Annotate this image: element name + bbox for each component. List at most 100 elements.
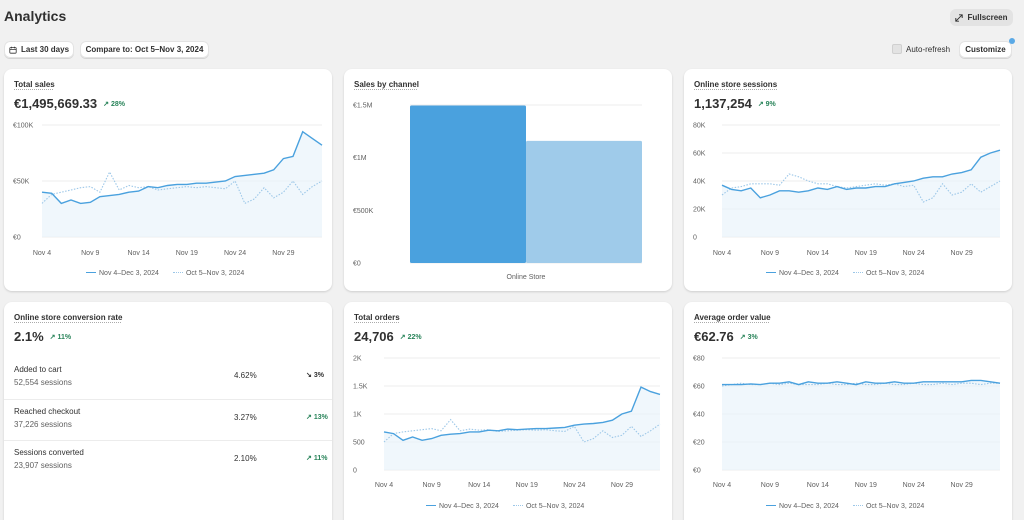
expand-icon: [955, 13, 964, 22]
y-tick-label: €40: [693, 412, 705, 419]
customize-button[interactable]: Customize: [959, 41, 1012, 58]
top-bar: Analytics Fullscreen: [0, 0, 1024, 36]
page-title: Analytics: [4, 8, 67, 24]
y-tick-label: €100K: [13, 123, 34, 130]
y-tick-label: 40K: [693, 179, 706, 186]
x-tick-label: Online Store: [507, 274, 546, 281]
x-tick-label: Nov 4: [33, 250, 51, 257]
legend-current: Nov 4–Dec 3, 2024: [779, 270, 839, 277]
date-range-button[interactable]: Last 30 days: [4, 41, 74, 58]
metric-value: 1,137,254 ↗ 9%: [694, 96, 776, 111]
total-sales-chart: €0 €50K €100K Nov 4 Nov 9 Nov 14 Nov 19 Nov 24 N…: [13, 123, 323, 257]
bar-current: [410, 105, 526, 263]
card-title: Total sales: [14, 80, 55, 89]
compare-button[interactable]: Compare to: Oct 5–Nov 3, 2024: [80, 41, 209, 58]
auto-refresh-label: Auto-refresh: [906, 44, 951, 54]
y-tick-label: 80K: [693, 123, 706, 130]
y-tick-label: 2K: [353, 356, 362, 363]
card-title: Average order value: [694, 313, 771, 322]
auto-refresh-checkbox[interactable]: [892, 44, 902, 54]
y-tick-label: 0: [693, 235, 697, 242]
legend-previous: Oct 5–Nov 3, 2024: [185, 270, 245, 277]
x-tick-label: Nov 9: [761, 250, 779, 257]
average-order-value-chart: €0 €20 €40 €60 €80 Nov 4 Nov 9 Nov 14 Nov 19 Nov …: [693, 356, 1001, 489]
x-tick-label: Nov 14: [127, 250, 149, 257]
calendar-icon: [9, 46, 17, 54]
series-line-current: [41, 130, 323, 205]
metric-value: 24,706 ↗ 22%: [354, 329, 422, 344]
delta-badge: ↗ 3%: [739, 334, 758, 341]
area-fill: [42, 131, 322, 237]
legend-previous: Oct 5–Nov 3, 2024: [865, 503, 925, 510]
card-title: Sales by channel: [354, 80, 419, 89]
x-tick-label: Nov 19: [516, 482, 538, 489]
delta-badge: ↗ 13%: [306, 414, 328, 421]
legend-current: Nov 4–Dec 3, 2024: [99, 270, 159, 277]
x-tick-label: Nov 9: [81, 250, 99, 257]
legend-current: Nov 4–Dec 3, 2024: [439, 503, 499, 510]
delta-badge: ↗ 9%: [757, 101, 776, 108]
fullscreen-label: Fullscreen: [967, 13, 1008, 22]
x-tick-label: Nov 24: [903, 482, 925, 489]
card-total-sales[interactable]: Total sales €1,495,669.33 ↗ 28% €0 €50K €10…: [4, 69, 332, 291]
x-tick-label: Nov 19: [855, 482, 877, 489]
y-tick-label: 500: [353, 440, 365, 447]
x-tick-label: Nov 4: [713, 482, 731, 489]
customize-label: Customize: [965, 45, 1006, 54]
total-orders-chart: 0 500 1K 1.5K 2K Nov 4 Nov 9 Nov 14 Nov 19 Nov 24…: [353, 356, 661, 489]
y-tick-label: €500K: [353, 208, 374, 215]
compare-label: Compare to: Oct 5–Nov 3, 2024: [85, 45, 204, 54]
y-tick-label: 1K: [353, 412, 362, 419]
card-sales-by-channel[interactable]: Sales by channel €0 €500K €1M €1.5M Online S…: [344, 69, 672, 291]
date-range-label: Last 30 days: [20, 45, 70, 54]
card-title: Online store sessions: [694, 80, 778, 89]
y-tick-label: €50K: [13, 179, 30, 186]
bar-previous: [526, 140, 642, 263]
delta-badge: ↗ 11%: [306, 455, 328, 462]
legend-previous: Oct 5–Nov 3, 2024: [525, 503, 585, 510]
card-title: Online store conversion rate: [14, 313, 123, 322]
y-tick-label: €80: [693, 356, 705, 363]
area-fill: [384, 387, 660, 470]
x-tick-label: Nov 29: [611, 482, 633, 489]
auto-refresh-toggle[interactable]: Auto-refresh: [892, 44, 950, 54]
card-total-orders[interactable]: Total orders 24,706 ↗ 22% 0 500 1K 1.5K 2K Nov…: [344, 302, 672, 520]
x-tick-label: Nov 14: [468, 482, 490, 489]
x-tick-label: Nov 4: [713, 250, 731, 257]
card-online-store-sessions[interactable]: Online store sessions 1,137,254 ↗ 9% 0 20K…: [684, 69, 1012, 291]
chart-legend: Nov 4–Dec 3, 2024 Oct 5–Nov 3, 2024: [426, 503, 584, 510]
chart-legend: Nov 4–Dec 3, 2024 Oct 5–Nov 3, 2024: [86, 270, 244, 277]
conversion-row: Added to cart 52,554 sessions 4.62% ↘ 3%: [14, 365, 324, 387]
x-tick-label: Nov 19: [176, 250, 198, 257]
delta-badge: ↗ 11%: [49, 334, 72, 341]
series-line-previous: [721, 173, 1001, 203]
y-tick-label: €60: [693, 384, 705, 391]
x-tick-label: Nov 9: [761, 482, 779, 489]
x-tick-label: Nov 19: [855, 250, 877, 257]
y-tick-label: €1.5M: [353, 103, 373, 110]
x-tick-label: Nov 24: [563, 482, 585, 489]
x-tick-label: Nov 29: [951, 482, 973, 489]
y-tick-label: €20: [693, 440, 705, 447]
conversion-row: Sessions converted 23,907 sessions 2.10%…: [4, 440, 332, 481]
series-line-previous: [41, 170, 323, 205]
y-tick-label: €1M: [353, 155, 367, 162]
fullscreen-button[interactable]: Fullscreen: [950, 9, 1013, 26]
delta-badge: ↘ 3%: [306, 372, 324, 379]
sessions-chart: 0 20K 40K 60K 80K Nov 4 Nov 9 Nov 14 Nov 19 Nov 2…: [693, 123, 1001, 257]
conversion-row: Reached checkout 37,226 sessions 3.27% ↗…: [4, 399, 332, 440]
delta-badge: ↗ 22%: [399, 334, 422, 341]
x-tick-label: Nov 14: [807, 482, 829, 489]
x-tick-label: Nov 24: [224, 250, 246, 257]
area-fill: [722, 380, 1000, 470]
area-fill: [722, 150, 1000, 237]
card-conversion-rate[interactable]: Online store conversion rate 2.1% ↗ 11% A…: [4, 302, 332, 520]
x-tick-label: Nov 14: [807, 250, 829, 257]
legend-current: Nov 4–Dec 3, 2024: [779, 503, 839, 510]
x-tick-label: Nov 29: [951, 250, 973, 257]
x-tick-label: Nov 9: [422, 482, 440, 489]
series-line-current: [383, 386, 661, 442]
card-average-order-value[interactable]: Average order value €62.76 ↗ 3% €0 €20 €40 €…: [684, 302, 1012, 520]
notification-dot: [1009, 38, 1015, 44]
series-line-current: [722, 379, 1001, 386]
